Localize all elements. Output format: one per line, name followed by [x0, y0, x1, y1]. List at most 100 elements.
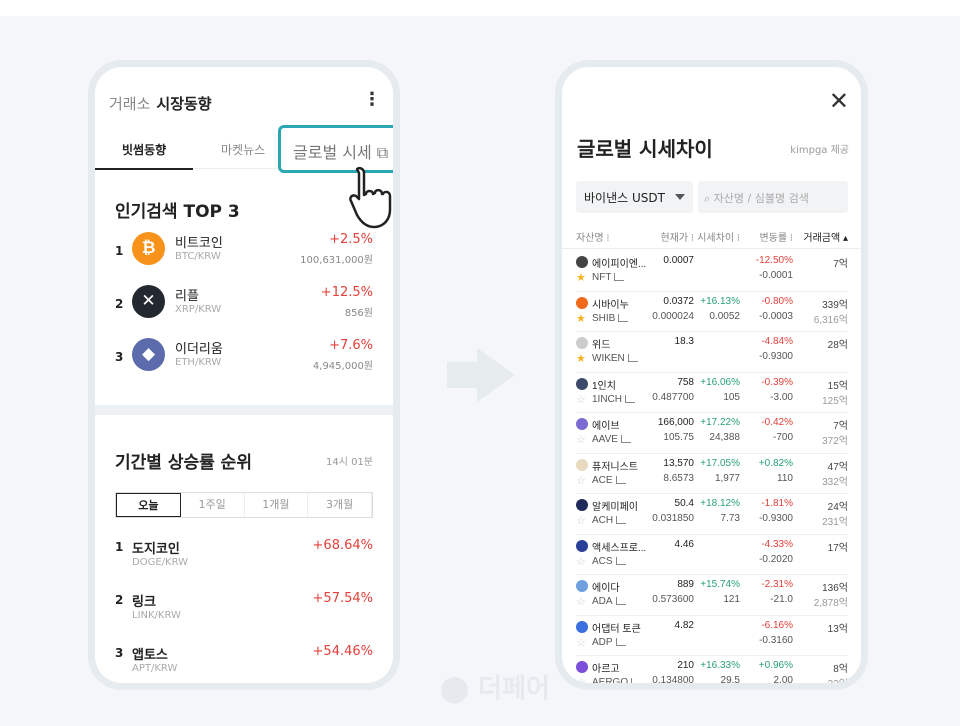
search-icon: ⌕ — [704, 192, 711, 205]
list-item[interactable]: 1 ₿ 비트코인 BTC/KRW +2.5% 100,631,000원 — [115, 232, 373, 276]
chart-icon[interactable] — [627, 354, 638, 362]
star-filled-icon[interactable]: ★ — [576, 353, 586, 365]
table-row[interactable]: 에이피이엔... ★ NFT 0.0007 -12.50% -0.0001 7억 — [576, 251, 848, 292]
asset-symbol-wrap: SHIB — [592, 313, 629, 324]
volume: 15억 — [827, 380, 848, 392]
list-item[interactable]: 3 앱토스 APT/KRW +54.46% — [115, 644, 373, 683]
star-outline-icon[interactable]: ☆ — [576, 596, 586, 608]
close-icon[interactable]: ✕ — [828, 87, 849, 115]
asset-symbol: AAVE — [592, 434, 618, 445]
table-row[interactable]: 알케미페이 ☆ ACH 50.4 0.031850 +18.12% 7.73 -1.81% -0… — [576, 494, 848, 535]
asset-symbol-wrap: 1INCH — [592, 394, 636, 405]
col-diff[interactable]: 시세차이 ⁝ — [697, 233, 740, 244]
change-value: 110 — [777, 472, 793, 484]
list-item[interactable]: 3 ◆ 이더리움 ETH/KRW +7.6% 4,945,000원 — [115, 338, 373, 382]
volume-sub: 2,878억 — [813, 598, 848, 609]
star-filled-icon[interactable]: ★ — [576, 312, 586, 325]
table-row[interactable]: 위드 ★ WIKEN 18.3 -4.84% -0.9300 28억 — [576, 332, 848, 373]
col-price[interactable]: 현재가 ⁝ — [660, 233, 694, 244]
asset-name: 아르고 — [592, 664, 620, 675]
coin-icon — [576, 256, 588, 268]
list-item[interactable]: 1 도지코인 DOGE/KRW +68.64% — [115, 538, 373, 578]
period-card: 기간별 상승률 순위 14시 01분 오늘 1주일 1개월 3개월 1 도지코인 D… — [95, 415, 393, 683]
table-row[interactable]: 어댑터 토큰 ☆ ADP 4.82 -6.16% -0.3160 13억 — [576, 616, 848, 656]
price-sub: 0.134800 — [652, 675, 694, 686]
col-change[interactable]: 변동률 ⁝ — [759, 233, 793, 244]
change-rate: +2.5% — [329, 232, 373, 247]
star-outline-icon[interactable]: ☆ — [576, 393, 586, 406]
tab-market-news[interactable]: 마켓뉴스 — [221, 143, 266, 157]
volume: 13억 — [827, 623, 848, 635]
chart-icon[interactable] — [615, 637, 626, 646]
asset-name: 에이피이엔... — [592, 259, 647, 270]
star-outline-icon[interactable]: ☆ — [576, 434, 586, 446]
chart-icon[interactable] — [618, 313, 629, 322]
list-item[interactable]: 2 링크 LINK/KRW +57.54% — [115, 591, 373, 631]
change-value: -0.0003 — [759, 310, 793, 322]
diff-value: 7.73 — [720, 513, 740, 524]
star-outline-icon[interactable]: ☆ — [576, 474, 586, 487]
chart-icon[interactable] — [614, 273, 625, 281]
asset-symbol: NFT — [592, 272, 612, 283]
table-row[interactable]: 에이다 ☆ ADA 889 0.573600 +15.74% 121 -2.31% -21.0 1… — [576, 575, 848, 616]
asset-symbol: ACH — [592, 515, 614, 526]
arrow-icon — [447, 362, 477, 388]
table-row[interactable]: 시바이누 ★ SHIB 0.0372 0.000024 +16.13% 0.0052 -0.8… — [576, 292, 848, 332]
asset-symbol-wrap: ADP — [592, 637, 626, 648]
coin-pair: LINK/KRW — [132, 610, 181, 621]
tab-bithumb-trend[interactable]: 빗썸동향 — [95, 141, 194, 170]
table-row[interactable]: 아르고 ☆ AERGO 210 0.134800 +16.33% 29.5 +0.96% 2.0… — [576, 656, 848, 689]
exchange-tab[interactable]: 거래소 — [109, 95, 151, 113]
chart-icon[interactable] — [620, 435, 631, 443]
segment-3month[interactable]: 3개월 — [308, 493, 372, 517]
asset-name: 위드 — [592, 340, 611, 351]
star-outline-icon[interactable]: ☆ — [576, 555, 586, 568]
provider-label: kimpga 제공 — [790, 145, 849, 156]
coin-name: 리플 — [175, 289, 199, 304]
asset-symbol: ACE — [592, 474, 613, 486]
change-rate: +12.5% — [320, 285, 373, 300]
asset-symbol: AERGO — [592, 677, 629, 688]
col-volume[interactable]: 거래금액 ▴ — [803, 233, 848, 244]
table-row[interactable]: 액세스프로... ☆ ACS 4.46 -4.33% -0.2020 17억 — [576, 535, 848, 575]
page-title: 글로벌 시세차이 — [577, 137, 713, 161]
volume: 17억 — [827, 542, 848, 554]
volume-sub: 231억 — [822, 517, 848, 528]
list-item[interactable]: 2 ✕ 리플 XRP/KRW +12.5% 856원 — [115, 285, 373, 329]
diff-rate: +16.33% — [700, 660, 740, 671]
star-outline-icon[interactable]: ☆ — [576, 677, 586, 689]
rank: 2 — [115, 297, 124, 311]
more-icon[interactable]: ⋮ — [363, 89, 381, 110]
star-filled-icon[interactable]: ★ — [576, 272, 586, 284]
price: 210 — [677, 660, 694, 671]
star-outline-icon[interactable]: ☆ — [576, 515, 586, 527]
star-outline-icon[interactable]: ☆ — [576, 636, 586, 649]
rank: 1 — [115, 540, 124, 554]
change-value: -21.0 — [770, 594, 793, 605]
volume: 24억 — [827, 502, 848, 513]
chart-icon[interactable] — [615, 556, 626, 565]
chart-icon[interactable] — [625, 394, 636, 403]
segment-1month[interactable]: 1개월 — [245, 493, 309, 517]
chart-icon[interactable] — [615, 597, 626, 605]
price: 4.82 — [674, 619, 694, 631]
tab-global-price[interactable]: 글로벌 시세 ⧉ — [278, 125, 393, 173]
table-row[interactable]: 퓨저니스트 ☆ ACE 13,570 8.6573 +17.05% 1,977 +0.82% 1… — [576, 454, 848, 494]
search-input[interactable]: ⌕ 자산명 / 심볼명 검색 — [698, 181, 848, 213]
table-row[interactable]: 에이브 ☆ AAVE 166,000 105.75 +17.22% 24,388 -0.42%… — [576, 413, 848, 454]
chart-icon[interactable] — [615, 475, 626, 484]
segment-1week[interactable]: 1주일 — [181, 493, 245, 517]
col-asset[interactable]: 자산명 ⁝ — [576, 233, 610, 244]
chart-icon[interactable] — [616, 516, 627, 524]
rank: 3 — [115, 646, 124, 660]
price-sub: 105.75 — [663, 432, 694, 443]
exchange-select[interactable]: 바이낸스 USDT — [576, 181, 693, 213]
segment-today[interactable]: 오늘 — [116, 493, 181, 517]
arrow-head — [477, 348, 515, 402]
coin-pair: ETH/KRW — [175, 357, 222, 368]
change-value: -0.9300 — [759, 513, 793, 524]
price-sub: 0.573600 — [652, 594, 694, 605]
table-row[interactable]: 1인치 ☆ 1INCH 758 0.487700 +16.06% 105 -0.39% -3.0… — [576, 373, 848, 413]
chart-icon[interactable] — [631, 678, 641, 683]
market-trend-tab[interactable]: 시장동향 — [156, 95, 212, 113]
